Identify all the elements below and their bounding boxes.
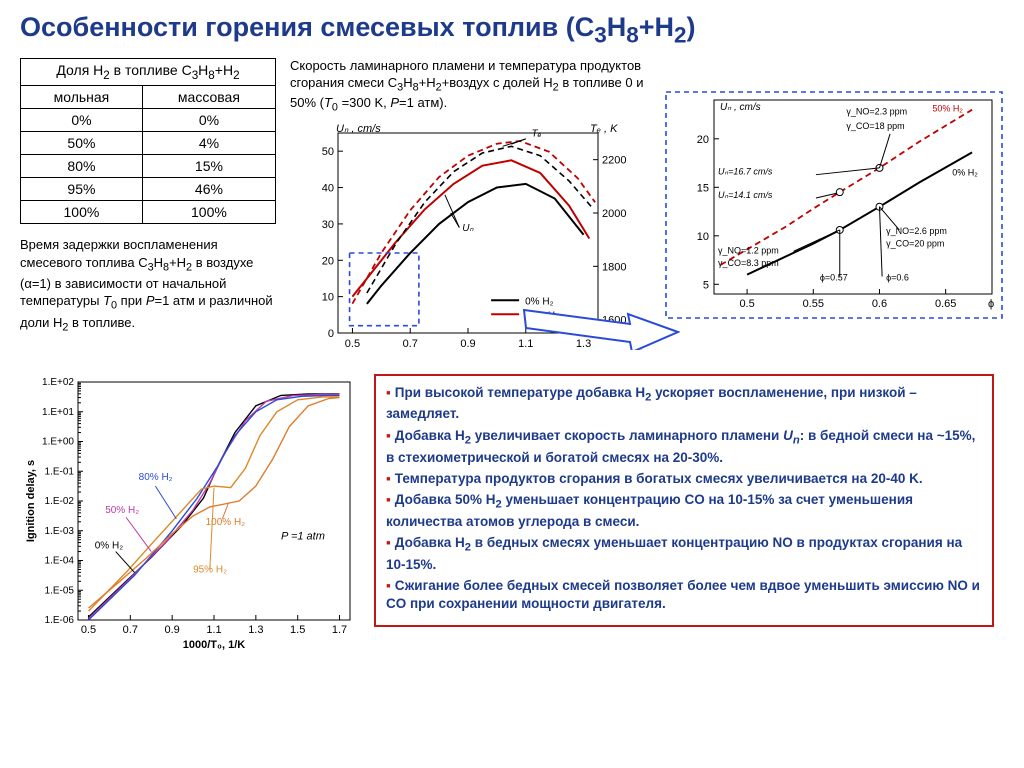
svg-text:1800: 1800 — [602, 261, 626, 273]
svg-text:Uₙ: Uₙ — [462, 223, 474, 234]
svg-text:0.55: 0.55 — [803, 298, 824, 310]
svg-text:1.5: 1.5 — [290, 624, 305, 636]
svg-text:1.E+00: 1.E+00 — [42, 436, 74, 447]
table-row: 50%4% — [21, 132, 276, 155]
svg-text:1.E+02: 1.E+02 — [42, 377, 74, 388]
svg-text:γ_NO=2.3 ppm: γ_NO=2.3 ppm — [846, 107, 907, 117]
svg-text:1.7: 1.7 — [332, 624, 347, 636]
svg-text:γ_CO=18 ppm: γ_CO=18 ppm — [846, 121, 904, 131]
svg-text:50% H₂: 50% H₂ — [105, 504, 139, 515]
inset-chart: 5 10 15 20 0.5 0.55 0.6 0.65 Uₙ , cm/s ϕ γ_NO=2.3 … — [664, 90, 1004, 320]
svg-text:0: 0 — [328, 328, 334, 340]
svg-text:1.E-02: 1.E-02 — [45, 496, 75, 507]
table-row: 100%100% — [21, 201, 276, 224]
table-row: 0%0% — [21, 109, 276, 132]
col-mass: массовая — [142, 86, 275, 109]
svg-text:5: 5 — [703, 280, 709, 292]
svg-text:Uₙ=14.1 cm/s: Uₙ=14.1 cm/s — [718, 190, 773, 200]
table-row: 80%15% — [21, 155, 276, 178]
svg-text:15: 15 — [697, 183, 709, 195]
svg-text:Ignition delay, s: Ignition delay, s — [25, 459, 37, 541]
svg-text:0.5: 0.5 — [345, 338, 360, 350]
svg-text:30: 30 — [322, 219, 334, 231]
svg-text:γ_CO=8.3 ppm: γ_CO=8.3 ppm — [718, 258, 779, 268]
zoom-arrow — [520, 290, 680, 350]
svg-text:0.9: 0.9 — [165, 624, 180, 636]
composition-table: Доля H2 в топливе C3H8+H2 мольная массов… — [20, 58, 276, 224]
svg-text:0.5: 0.5 — [81, 624, 96, 636]
svg-text:50% H₂: 50% H₂ — [932, 104, 963, 114]
svg-text:10: 10 — [697, 231, 709, 243]
svg-text:1.E-04: 1.E-04 — [45, 555, 75, 566]
svg-text:50: 50 — [322, 146, 334, 158]
svg-text:80% H₂: 80% H₂ — [139, 472, 173, 483]
svg-text:0% H₂: 0% H₂ — [952, 168, 978, 178]
svg-text:0.5: 0.5 — [739, 298, 754, 310]
svg-text:ϕ=0.57: ϕ=0.57 — [820, 273, 848, 283]
svg-text:1.E-01: 1.E-01 — [45, 466, 75, 477]
svg-text:ϕ: ϕ — [988, 298, 994, 310]
svg-text:γ_NO=2.6 ppm: γ_NO=2.6 ppm — [886, 226, 947, 236]
svg-text:0.9: 0.9 — [460, 338, 475, 350]
flame-speed-caption: Cкорость ламинарного пламени и температу… — [290, 58, 650, 114]
table-row: 95%46% — [21, 178, 276, 201]
svg-text:10: 10 — [322, 291, 334, 303]
ignition-delay-chart: 1.E-06 1.E-05 1.E-04 1.E-03 1.E-02 1.E-01 1.E+… — [20, 374, 360, 654]
svg-text:1.3: 1.3 — [248, 624, 263, 636]
svg-text:2200: 2200 — [602, 154, 626, 166]
conclusions-box: ▪При высокой температуре добавка H2 уско… — [374, 374, 994, 627]
ignition-caption: Время задержки воспламенения смесевого т… — [20, 236, 276, 335]
svg-text:1.E-06: 1.E-06 — [45, 615, 75, 626]
svg-text:Uₙ=16.7 cm/s: Uₙ=16.7 cm/s — [718, 167, 773, 177]
col-molar: мольная — [21, 86, 143, 109]
svg-text:ϕ=0.6: ϕ=0.6 — [886, 273, 909, 283]
svg-text:20: 20 — [697, 134, 709, 146]
svg-text:0.7: 0.7 — [403, 338, 418, 350]
svg-text:1.1: 1.1 — [206, 624, 221, 636]
svg-text:Tₑ: Tₑ — [532, 128, 542, 139]
svg-text:P =1 atm: P =1 atm — [281, 530, 325, 542]
svg-text:γ_CO=20 ppm: γ_CO=20 ppm — [886, 239, 944, 249]
svg-text:0.6: 0.6 — [872, 298, 887, 310]
svg-text:Tₑ , K: Tₑ , K — [590, 123, 618, 135]
svg-text:γ_NO=1.2 ppm: γ_NO=1.2 ppm — [718, 246, 779, 256]
page-title: Особенности горения смесевых топлив (C3H… — [20, 12, 1004, 48]
svg-text:2000: 2000 — [602, 208, 626, 220]
svg-text:1.E+01: 1.E+01 — [42, 406, 74, 417]
svg-text:40: 40 — [322, 182, 334, 194]
svg-text:1.E-05: 1.E-05 — [45, 585, 75, 596]
svg-text:Uₙ , cm/s: Uₙ , cm/s — [720, 102, 761, 113]
svg-text:1.E-03: 1.E-03 — [45, 525, 75, 536]
svg-text:0.7: 0.7 — [123, 624, 138, 636]
svg-text:Uₙ , cm/s: Uₙ , cm/s — [336, 123, 381, 135]
svg-text:1000/T₀, 1/K: 1000/T₀, 1/K — [183, 639, 245, 651]
svg-text:20: 20 — [322, 255, 334, 267]
svg-text:0.65: 0.65 — [935, 298, 956, 310]
svg-text:0% H₂: 0% H₂ — [95, 540, 123, 551]
